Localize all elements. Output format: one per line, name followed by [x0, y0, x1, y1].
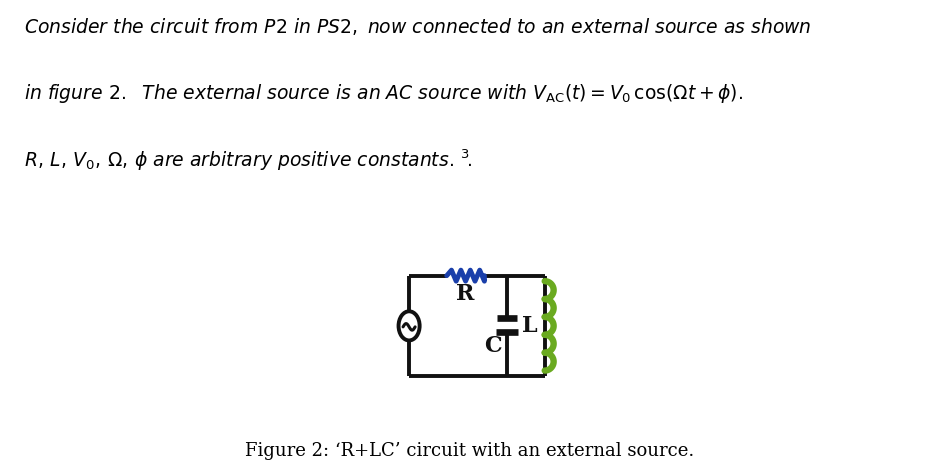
- Text: C: C: [484, 335, 502, 357]
- Text: L: L: [523, 315, 538, 337]
- Text: $\mathit{R,\,L,\,V_0,\,\Omega,\,\phi\ are\ arbitrary\ positive\ constants.}$$\,^: $\mathit{R,\,L,\,V_0,\,\Omega,\,\phi\ ar…: [24, 147, 472, 173]
- Text: $\mathit{Consider\ the\ circuit\ from\ P2\ in\ PS2,\ now\ connected\ to\ an\ ext: $\mathit{Consider\ the\ circuit\ from\ P…: [24, 16, 811, 37]
- Text: Figure 2: ‘R+LC’ circuit with an external source.: Figure 2: ‘R+LC’ circuit with an externa…: [245, 442, 695, 460]
- Text: $\mathit{in\ figure\ 2.}$$\mathit{\ \ The\ external\ source\ is\ an\ AC\ source\: $\mathit{in\ figure\ 2.}$$\mathit{\ \ Th…: [24, 82, 743, 105]
- Text: R: R: [457, 283, 475, 305]
